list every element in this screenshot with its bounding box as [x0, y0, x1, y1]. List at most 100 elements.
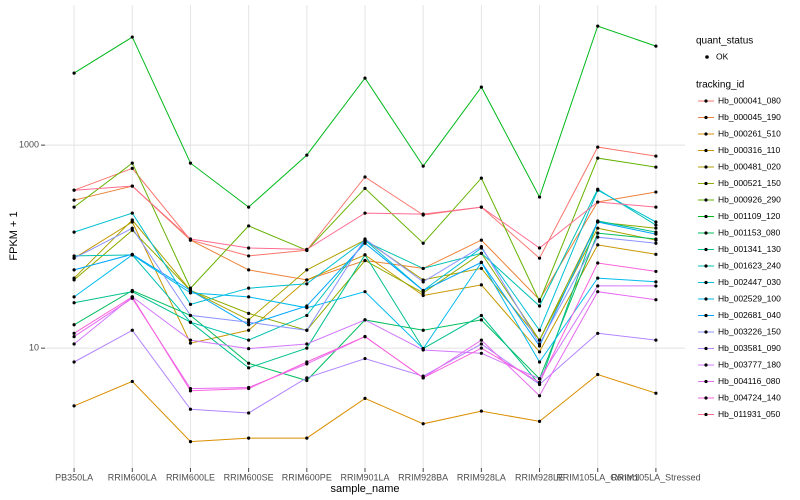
data-point [130, 379, 134, 384]
legend-label: Hb_004116_080 [718, 376, 781, 386]
data-point [72, 278, 76, 282]
data-point [247, 328, 251, 332]
data-point [479, 238, 483, 242]
data-point [130, 252, 134, 256]
legend-label: Hb_000926_290 [718, 194, 781, 204]
data-point [188, 320, 193, 324]
data-point [537, 394, 542, 398]
data-point [479, 266, 483, 271]
data-point [654, 226, 658, 230]
x-tick-label: RRIM928LE [515, 472, 564, 482]
data-point [421, 280, 425, 284]
data-point [537, 304, 542, 308]
data-point [247, 347, 251, 351]
legend-symbol [704, 165, 708, 169]
data-point [188, 313, 193, 318]
data-point [654, 232, 658, 236]
legend-symbol [704, 214, 708, 219]
data-point [247, 205, 251, 209]
data-point [305, 278, 309, 282]
legend-symbol [704, 379, 708, 384]
y-tick-label: 1000 [19, 139, 39, 149]
data-point [596, 145, 600, 149]
data-point [596, 290, 600, 294]
legend-label: Hb_000045_190 [718, 112, 781, 122]
x-tick-label: RRIM928BA [398, 472, 448, 482]
data-point [72, 198, 76, 202]
data-point [654, 391, 658, 395]
data-point [247, 361, 251, 365]
data-point [537, 338, 542, 342]
data-point [596, 188, 600, 192]
data-point [305, 247, 309, 251]
legend-label: Hb_000041_080 [718, 95, 781, 105]
data-point [72, 360, 76, 364]
data-point [72, 331, 76, 335]
data-point [479, 260, 483, 264]
data-point [188, 302, 193, 306]
data-point [363, 76, 367, 80]
legend-symbol [704, 297, 708, 301]
data-point [247, 323, 251, 327]
data-point [363, 290, 367, 294]
legend-label: Hb_001623_240 [718, 260, 781, 270]
data-point [479, 205, 483, 209]
data-point [654, 154, 658, 158]
data-point [305, 268, 309, 272]
data-point [421, 212, 425, 216]
legend-symbol [704, 346, 708, 351]
data-point [72, 268, 76, 272]
data-point [305, 328, 309, 332]
legend-label: Hb_001341_130 [718, 244, 781, 254]
data-point [130, 226, 134, 230]
x-tick-label: PB350LA [55, 472, 93, 482]
legend-symbol [704, 313, 708, 318]
data-point [305, 282, 309, 286]
data-point [421, 291, 425, 295]
data-point [654, 205, 658, 209]
legend-label: Hb_011931_050 [718, 409, 781, 419]
data-point [479, 313, 483, 318]
data-point [363, 175, 367, 179]
data-point [537, 380, 542, 384]
y-tick-label: 10 [29, 343, 39, 353]
data-point [654, 284, 658, 288]
data-point [654, 241, 658, 245]
data-point [537, 256, 542, 260]
data-point [363, 186, 367, 190]
data-point [363, 237, 367, 241]
data-point [421, 164, 425, 168]
legend-symbol [704, 396, 708, 400]
legend-symbol [704, 412, 708, 417]
data-point [479, 318, 483, 322]
data-point [130, 35, 134, 39]
data-point [421, 328, 425, 332]
data-point [596, 235, 600, 239]
data-point [537, 419, 542, 423]
data-point [305, 342, 309, 346]
legend-label: Hb_003581_090 [718, 343, 781, 353]
data-point [72, 301, 76, 305]
legend-title: tracking_id [696, 80, 744, 91]
data-point [479, 85, 483, 89]
legend-symbol [704, 132, 708, 136]
legend-symbol [704, 181, 708, 186]
x-tick-label: RRIM105LA_Control [556, 472, 639, 482]
data-point [247, 436, 251, 440]
data-point [72, 254, 76, 258]
data-point [596, 331, 600, 335]
legend-symbol [704, 198, 708, 202]
data-point [247, 254, 251, 258]
data-point [479, 283, 483, 287]
data-point [188, 341, 193, 345]
data-point [130, 295, 134, 299]
data-point [188, 288, 193, 293]
data-point [72, 205, 76, 209]
data-point [247, 286, 251, 290]
data-point [596, 276, 600, 280]
data-point [188, 161, 193, 165]
data-point [421, 293, 425, 298]
data-point [479, 346, 483, 350]
data-point [247, 268, 251, 272]
